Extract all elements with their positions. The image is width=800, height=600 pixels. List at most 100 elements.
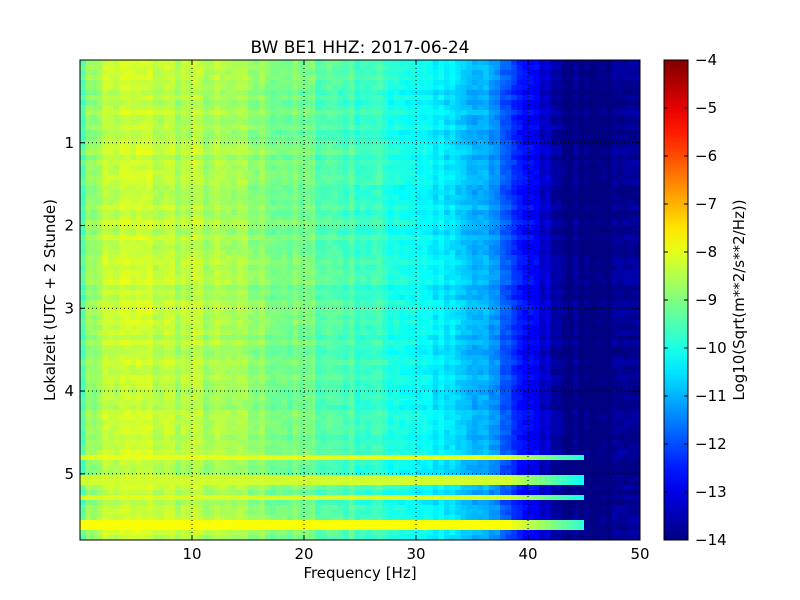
heatmap-cell [225,250,232,256]
heatmap-cell [533,100,540,106]
heatmap-cell [584,135,591,141]
heatmap-cell [287,135,294,141]
heatmap-cell [612,115,619,121]
heatmap-cell [80,225,87,231]
heatmap-cell [561,245,568,251]
heatmap-cell [500,160,507,166]
heatmap-cell [287,65,294,71]
heatmap-cell [612,295,619,301]
heatmap-cell [477,65,484,71]
heatmap-cell [203,160,210,166]
heatmap-cell [432,285,439,291]
heatmap-cell [337,245,344,251]
heatmap-cell [169,265,176,271]
heatmap-cell [466,265,473,271]
heatmap-cell [102,255,109,261]
heatmap-cell [399,100,406,106]
heatmap-cell [432,260,439,266]
heatmap-cell [595,305,602,311]
heatmap-cell [404,305,411,311]
heatmap-cell [494,265,501,271]
heatmap-cell [505,125,512,131]
heatmap-cell [617,195,624,201]
heatmap-cell [242,180,249,186]
heatmap-cell [124,245,131,251]
heatmap-cell [264,145,271,151]
heatmap-cell [393,255,400,261]
heatmap-cell [180,160,187,166]
heatmap-cell [483,85,490,91]
heatmap-cell [399,230,406,236]
heatmap-cell [539,255,546,261]
heatmap-cell [186,200,193,206]
heatmap-cell [343,230,350,236]
heatmap-cell [606,85,613,91]
heatmap-cell [539,60,546,66]
heatmap-cell [102,280,109,286]
heatmap-cell [124,95,131,101]
heatmap-cell [612,170,619,176]
heatmap-cell [584,260,591,266]
heatmap-cell [354,295,361,301]
heatmap-cell [152,110,159,116]
heatmap-cell [337,195,344,201]
heatmap-cell [259,230,266,236]
heatmap-cell [460,180,467,186]
heatmap-cell [113,160,120,166]
heatmap-cell [606,275,613,281]
heatmap-cell [119,140,126,146]
heatmap-cell [522,210,529,216]
heatmap-cell [136,300,143,306]
heatmap-cell [332,200,339,206]
heatmap-cell [320,295,327,301]
heatmap-cell [332,235,339,241]
heatmap-cell [427,270,434,276]
heatmap-cell [505,275,512,281]
heatmap-cell [164,180,171,186]
heatmap-cell [416,120,423,126]
heatmap-cell [130,95,137,101]
heatmap-cell [214,280,221,286]
heatmap-cell [612,195,619,201]
heatmap-cell [427,95,434,101]
heatmap-cell [399,90,406,96]
heatmap-cell [584,150,591,156]
heatmap-cell [80,155,87,161]
heatmap-cell [315,255,322,261]
heatmap-cell [606,170,613,176]
heatmap-cell [197,205,204,211]
heatmap-cell [108,215,115,221]
heatmap-cell [332,170,339,176]
heatmap-cell [376,120,383,126]
heatmap-cell [108,255,115,261]
heatmap-cell [612,215,619,221]
heatmap-cell [253,200,260,206]
heatmap-cell [438,115,445,121]
heatmap-cell [399,150,406,156]
heatmap-cell [455,300,462,306]
heatmap-cell [332,140,339,146]
heatmap-cell [236,90,243,96]
heatmap-cell [561,160,568,166]
heatmap-cell [214,200,221,206]
heatmap-cell [612,270,619,276]
heatmap-cell [444,270,451,276]
heatmap-cell [102,235,109,241]
heatmap-cell [516,105,523,111]
heatmap-cell [343,160,350,166]
heatmap-cell [382,285,389,291]
heatmap-cell [147,225,154,231]
heatmap-cell [147,245,154,251]
heatmap-cell [164,140,171,146]
heatmap-cell [141,75,148,81]
heatmap-cell [332,75,339,81]
heatmap-cell [444,260,451,266]
heatmap-cell [371,110,378,116]
heatmap-cell [578,150,585,156]
heatmap-cell [270,210,277,216]
heatmap-cell [220,135,227,141]
heatmap-cell [192,265,199,271]
heatmap-cell [522,125,529,131]
heatmap-cell [444,185,451,191]
heatmap-cell [270,90,277,96]
